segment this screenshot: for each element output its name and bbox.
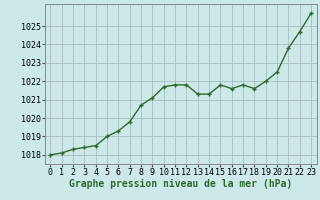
X-axis label: Graphe pression niveau de la mer (hPa): Graphe pression niveau de la mer (hPa) bbox=[69, 179, 292, 189]
